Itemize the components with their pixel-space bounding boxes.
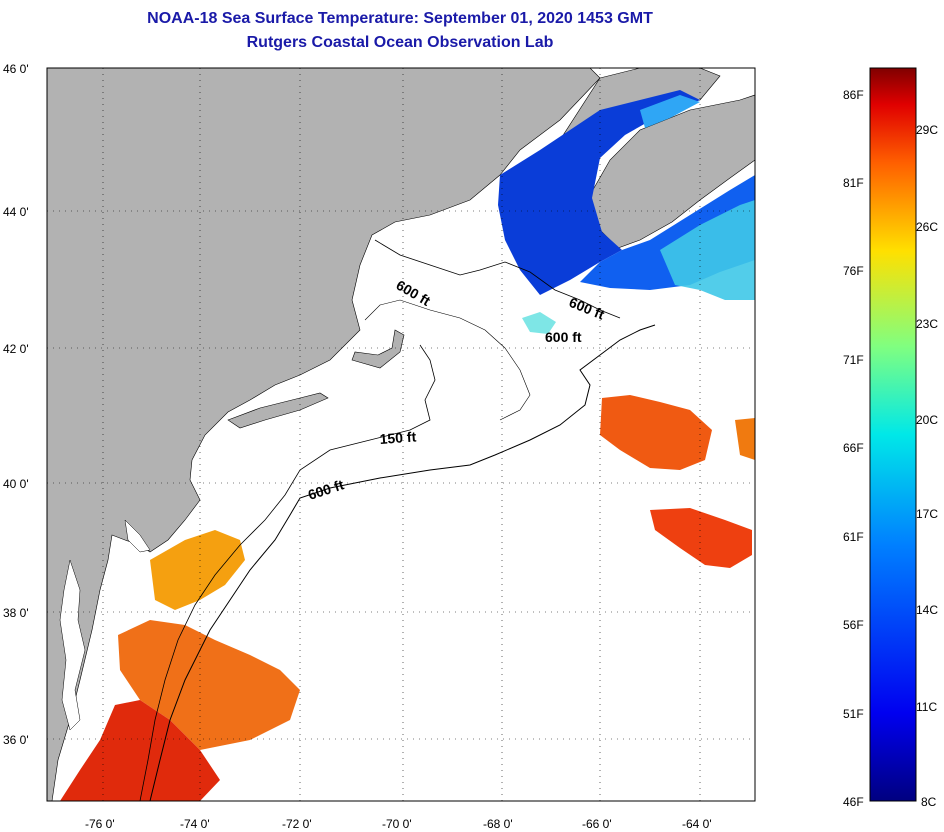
temperature-colorbar	[869, 67, 917, 802]
map-frame	[46, 67, 756, 802]
map-subtitle: Rutgers Coastal Ocean Observation Lab	[246, 34, 554, 51]
lat-label: 38 0'	[3, 606, 29, 620]
lat-label: 46 0'	[3, 62, 29, 76]
lon-label: -68 0'	[483, 817, 513, 831]
contour-600ft-shelf	[149, 324, 656, 801]
contour-label-600ft-3: 600 ft	[545, 329, 582, 345]
lon-label: -64 0'	[682, 817, 712, 831]
sst-georges-bank	[522, 312, 556, 334]
lon-label: -66 0'	[582, 817, 612, 831]
cb-c-label: 23C	[916, 317, 938, 331]
cb-f-label: 71F	[843, 353, 864, 367]
lon-label: -76 0'	[85, 817, 115, 831]
contour-label-150ft: 150 ft	[379, 428, 417, 447]
contour-gulf-of-maine-inner	[364, 299, 531, 421]
lat-label: 36 0'	[3, 733, 29, 747]
sst-warm-east-lower	[650, 508, 752, 568]
cb-c-label: 29C	[916, 123, 938, 137]
cb-c-label: 11C	[916, 700, 937, 714]
lat-label: 44 0'	[3, 205, 29, 219]
colorbar-celsius-labels: 29C 26C 23C 20C 17C 14C 11C 8C	[916, 123, 938, 809]
sst-warm-mid-atlantic	[150, 530, 245, 610]
sst-hot-hatteras	[60, 700, 220, 801]
delaware-bay	[124, 519, 151, 553]
land-cape-cod	[351, 329, 405, 369]
land-long-island	[227, 392, 329, 429]
contour-150ft	[139, 344, 436, 801]
colorbar-fahrenheit-labels: 86F 81F 76F 71F 66F 61F 56F 51F 46F	[843, 88, 864, 809]
latitude-axis: 46 0' 44 0' 42 0' 40 0' 38 0' 36 0'	[3, 62, 29, 747]
sst-warm-east-edge	[735, 418, 755, 460]
cb-f-label: 56F	[843, 618, 864, 632]
lon-label: -72 0'	[282, 817, 312, 831]
contour-gulf-of-maine	[374, 239, 621, 319]
cb-f-label: 66F	[843, 441, 864, 455]
lon-label: -70 0'	[382, 817, 412, 831]
map-title: NOAA-18 Sea Surface Temperature: Septemb…	[147, 10, 653, 27]
cb-c-label: 8C	[921, 795, 937, 809]
lat-label: 40 0'	[3, 477, 29, 491]
cb-f-label: 46F	[843, 795, 864, 809]
sst-bay-of-fundy	[640, 95, 700, 128]
graticule	[47, 68, 755, 801]
cb-f-label: 81F	[843, 176, 864, 190]
cb-c-label: 17C	[916, 507, 938, 521]
sst-warm-gulf-stream-east	[600, 395, 712, 470]
cb-c-label: 14C	[916, 603, 938, 617]
sst-cold-gulf-of-maine	[498, 90, 700, 295]
cb-f-label: 76F	[843, 264, 864, 278]
cb-f-label: 51F	[843, 707, 864, 721]
cb-c-label: 26C	[916, 220, 938, 234]
cb-c-label: 20C	[916, 413, 938, 427]
cb-f-label: 86F	[843, 88, 864, 102]
lat-label: 42 0'	[3, 342, 29, 356]
sst-cool-offshore	[660, 200, 755, 300]
land-us-northeast	[47, 68, 601, 801]
longitude-axis: -76 0' -74 0' -72 0' -70 0' -68 0' -66 0…	[85, 817, 712, 831]
sst-warm-virginia	[118, 620, 300, 750]
cb-f-label: 61F	[843, 530, 864, 544]
lon-label: -74 0'	[180, 817, 210, 831]
chesapeake-bay	[59, 559, 86, 731]
